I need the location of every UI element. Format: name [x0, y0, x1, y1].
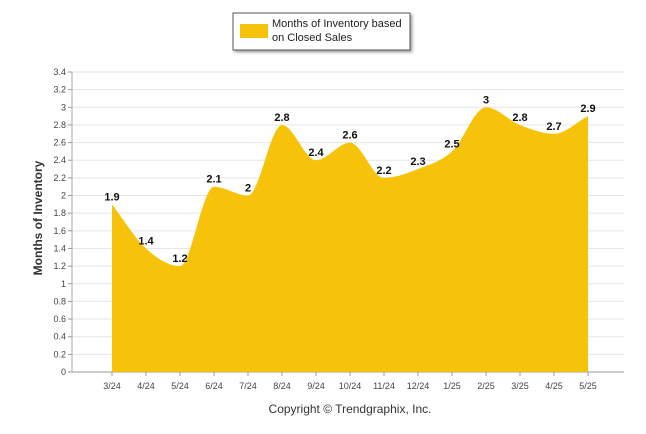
series-area	[112, 107, 588, 372]
y-tick-label: 3.2	[53, 85, 66, 95]
legend: Months of Inventory based on Closed Sale…	[232, 12, 411, 51]
y-tick-label: 1.8	[53, 208, 66, 218]
data-label: 2.5	[444, 138, 459, 150]
x-tick-label: 4/24	[137, 381, 155, 391]
data-labels: 1.9 1.4 1.2 2.1 2 2.8 2.4 2.6 2.2 2.3 2.5 3 2.8 2.7 2.…	[104, 94, 595, 265]
y-tick-label: 0	[61, 367, 66, 377]
y-tick-label: 1	[61, 279, 66, 289]
x-tick-label: 9/24	[307, 381, 325, 391]
x-axis: 3/24 4/24 5/24 6/24 7/24 8/24 9/24 10/24 11/24 12…	[72, 371, 624, 391]
x-tick-label: 12/24	[407, 381, 430, 391]
data-label: 2.8	[274, 112, 289, 124]
data-label: 1.9	[104, 191, 119, 203]
legend-swatch	[240, 24, 268, 38]
data-label: 2.9	[580, 103, 595, 115]
y-tick-label: 0.2	[53, 349, 66, 359]
y-axis-title: Months of Inventory	[31, 160, 45, 275]
y-tick-label: 0.4	[53, 332, 66, 342]
data-label: 2.4	[308, 147, 324, 159]
data-label: 2.8	[512, 112, 527, 124]
data-label: 1.4	[138, 235, 154, 247]
x-tick-label: 3/24	[103, 381, 121, 391]
y-tick-label: 0.6	[53, 314, 66, 324]
x-tick-label: 7/24	[239, 381, 257, 391]
data-label: 1.2	[172, 253, 187, 265]
y-tick-label: 0.8	[53, 296, 66, 306]
y-tick-label: 2	[61, 191, 66, 201]
plot-area: 0 0.2 0.4 0.6 0.8 1 1.2 1.4 1.6 1.8 2 2.2 2.4 2.6 2.8 3…	[53, 67, 624, 391]
x-tick-label: 5/24	[171, 381, 189, 391]
x-tick-label: 5/25	[579, 381, 597, 391]
data-label: 2.1	[206, 174, 221, 186]
data-label: 3	[483, 94, 489, 106]
y-tick-label: 1.6	[53, 226, 66, 236]
y-tick-label: 2.4	[53, 155, 66, 165]
y-tick-label: 3	[61, 102, 66, 112]
data-label: 2.6	[342, 130, 357, 142]
y-tick-label: 2.2	[53, 173, 66, 183]
x-tick-label: 1/25	[443, 381, 461, 391]
x-tick-label: 6/24	[205, 381, 223, 391]
x-tick-label: 4/25	[545, 381, 563, 391]
y-tick-label: 3.4	[53, 67, 66, 77]
x-tick-label: 8/24	[273, 381, 291, 391]
y-tick-label: 2.8	[53, 120, 66, 130]
data-label: 2	[245, 183, 251, 195]
legend-label-line-1: Months of Inventory based	[272, 18, 402, 30]
x-tick-label: 3/25	[511, 381, 529, 391]
copyright-text: Copyright © Trendgraphix, Inc.	[269, 402, 432, 416]
x-tick-label: 2/25	[477, 381, 495, 391]
data-label: 2.7	[546, 121, 561, 133]
x-tick-label: 11/24	[373, 381, 395, 391]
data-label: 2.3	[410, 156, 425, 168]
x-tick-label: 10/24	[339, 381, 362, 391]
y-axis: 0 0.2 0.4 0.6 0.8 1 1.2 1.4 1.6 1.8 2 2.2 2.4 2.6 2.8 3…	[53, 67, 73, 377]
y-tick-label: 1.4	[53, 243, 66, 253]
data-label: 2.2	[376, 165, 391, 177]
y-tick-label: 2.6	[53, 138, 66, 148]
legend-label-line-2: on Closed Sales	[272, 32, 353, 44]
y-tick-label: 1.2	[53, 261, 66, 271]
